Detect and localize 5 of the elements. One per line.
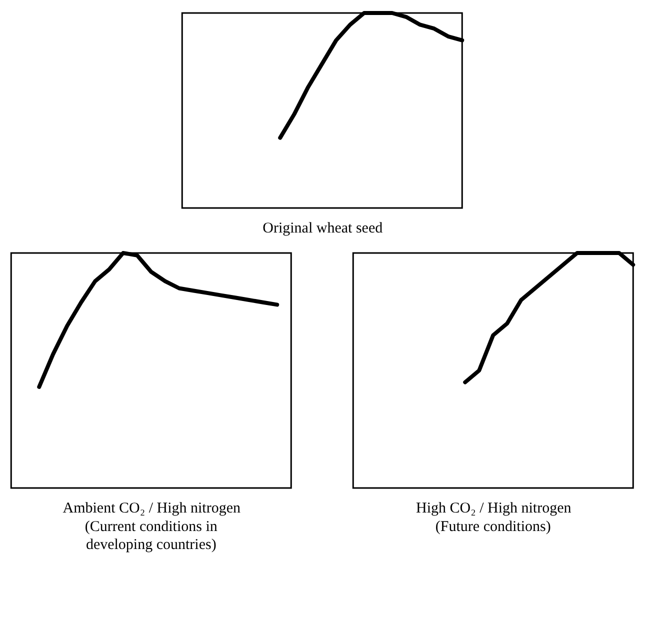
x-axis-title: Original wheat seed xyxy=(262,220,384,236)
x-axis-title: High CO₂ / High nitrogen xyxy=(416,500,572,516)
x-axis-title: Ambient CO₂ / High nitrogen xyxy=(62,500,241,516)
text: (Current conditions in developing countries) xyxy=(84,519,218,553)
text: (Future conditions) xyxy=(435,519,551,535)
